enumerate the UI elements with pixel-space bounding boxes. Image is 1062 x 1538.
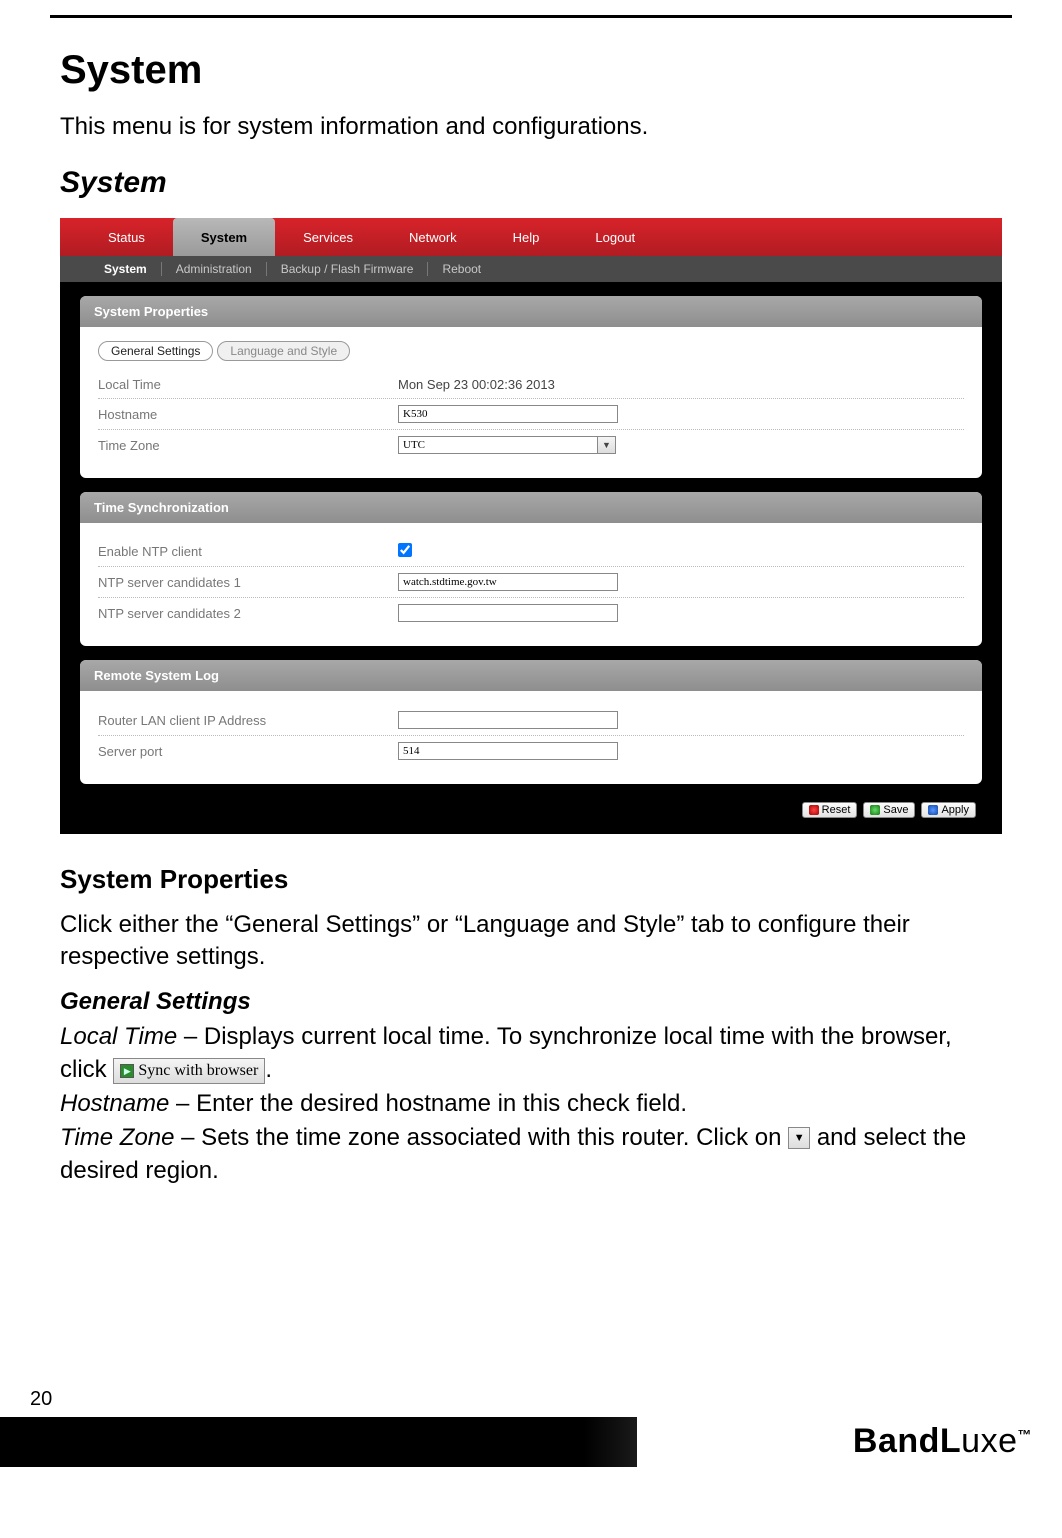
reset-label: Reset — [822, 804, 851, 816]
panel-time-sync: Time Synchronization Enable NTP client N… — [80, 492, 982, 646]
section-title: System — [60, 166, 1002, 200]
input-server-port[interactable] — [398, 742, 618, 760]
chevron-down-icon[interactable]: ▼ — [598, 436, 616, 454]
label-ntp1: NTP server candidates 1 — [98, 575, 398, 590]
desc-block: Local Time – Displays current local time… — [60, 1020, 1002, 1188]
panel-system-properties: System Properties General Settings Langu… — [80, 296, 982, 478]
screenshot-container: Status System Services Network Help Logo… — [60, 218, 1002, 834]
heading-system-properties: System Properties — [60, 864, 1002, 895]
nav-status[interactable]: Status — [80, 218, 173, 256]
dropdown-icon[interactable]: ▼ — [788, 1127, 810, 1149]
save-button[interactable]: Save — [863, 802, 915, 818]
label-timezone: Time Zone — [98, 438, 398, 453]
panel-remote-log: Remote System Log Router LAN client IP A… — [80, 660, 982, 784]
desc-hostname: – Enter the desired hostname in this che… — [169, 1090, 687, 1117]
top-nav: Status System Services Network Help Logo… — [60, 218, 1002, 256]
input-router-ip[interactable] — [398, 711, 618, 729]
tab-general-settings[interactable]: General Settings — [98, 341, 213, 361]
label-local-time: Local Time — [98, 377, 398, 392]
term-local-time: Local Time — [60, 1023, 177, 1050]
label-router-ip: Router LAN client IP Address — [98, 713, 398, 728]
sync-with-browser-button[interactable]: ▶ Sync with browser — [113, 1058, 265, 1084]
panel-header: Time Synchronization — [80, 492, 982, 523]
brand-logo: BandLuxe™ — [853, 1422, 1032, 1461]
panel-header: System Properties — [80, 296, 982, 327]
subnav-system[interactable]: System — [90, 262, 162, 276]
nav-help[interactable]: Help — [485, 218, 568, 256]
apply-label: Apply — [941, 804, 969, 816]
reset-icon — [809, 805, 819, 815]
input-ntp2[interactable] — [398, 604, 618, 622]
subnav-backup[interactable]: Backup / Flash Firmware — [267, 262, 429, 276]
sub-nav: System Administration Backup / Flash Fir… — [60, 256, 1002, 282]
save-icon — [870, 805, 880, 815]
footer-bar: BandLuxe™ — [0, 1417, 1062, 1467]
reset-button[interactable]: Reset — [802, 802, 858, 818]
save-label: Save — [883, 804, 908, 816]
text-system-properties: Click either the “General Settings” or “… — [60, 909, 1002, 974]
page-title: System — [60, 48, 1002, 93]
panel-header: Remote System Log — [80, 660, 982, 691]
heading-general-settings: General Settings — [60, 988, 1002, 1016]
term-timezone: Time Zone — [60, 1124, 175, 1151]
input-ntp1[interactable] — [398, 573, 618, 591]
select-timezone[interactable] — [398, 436, 598, 454]
checkbox-enable-ntp[interactable] — [398, 543, 412, 557]
nav-system[interactable]: System — [173, 218, 275, 256]
desc-timezone-1: – Sets the time zone associated with thi… — [175, 1124, 789, 1151]
label-ntp2: NTP server candidates 2 — [98, 606, 398, 621]
subnav-reboot[interactable]: Reboot — [428, 262, 495, 276]
sync-icon: ▶ — [120, 1064, 134, 1078]
value-local-time: Mon Sep 23 00:02:36 2013 — [398, 377, 964, 392]
apply-icon — [928, 805, 938, 815]
apply-button[interactable]: Apply — [921, 802, 976, 818]
nav-services[interactable]: Services — [275, 218, 381, 256]
nav-network[interactable]: Network — [381, 218, 485, 256]
label-enable-ntp: Enable NTP client — [98, 544, 398, 559]
tab-language-style[interactable]: Language and Style — [217, 341, 350, 361]
subnav-administration[interactable]: Administration — [162, 262, 267, 276]
term-hostname: Hostname — [60, 1090, 169, 1117]
label-server-port: Server port — [98, 744, 398, 759]
page-number: 20 — [30, 1388, 1062, 1411]
input-hostname[interactable] — [398, 405, 618, 423]
label-hostname: Hostname — [98, 407, 398, 422]
intro-text: This menu is for system information and … — [60, 113, 1002, 141]
nav-logout[interactable]: Logout — [567, 218, 663, 256]
sync-label: Sync with browser — [138, 1060, 258, 1082]
